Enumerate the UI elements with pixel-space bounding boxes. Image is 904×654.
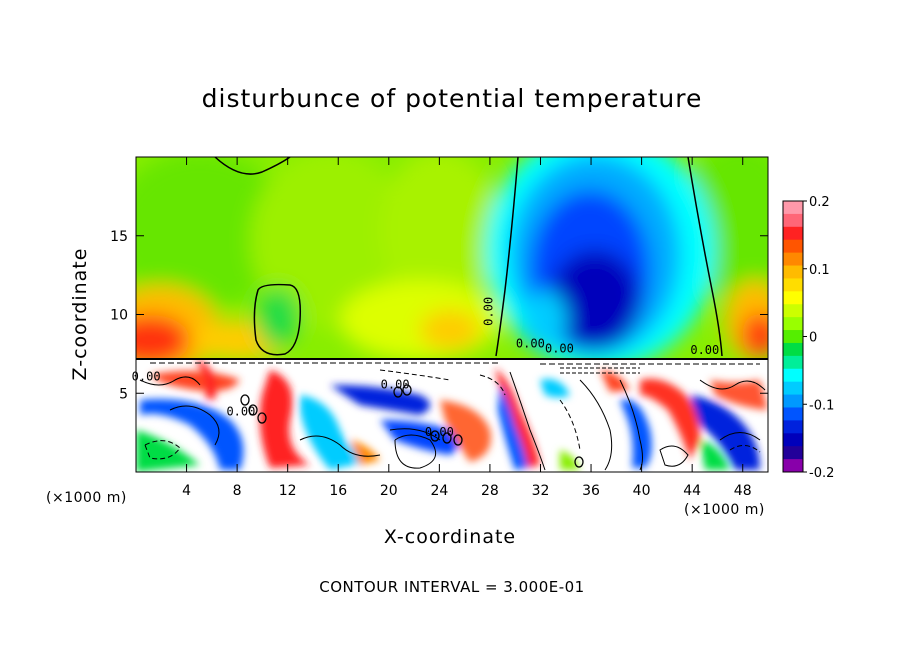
- y-axis: 5 10 15: [110, 229, 768, 402]
- y-tick-label: 15: [110, 229, 128, 245]
- y-tick-label: 5: [119, 386, 128, 402]
- contour-labels: 0.000.00 0.00 0.000.000.000.000.00: [132, 297, 720, 439]
- y-axis-label: Z-coordinate: [69, 247, 91, 381]
- colorbar-swatch: [783, 291, 803, 305]
- colorbar-swatch: [783, 252, 803, 267]
- x-tick-label: 20: [380, 483, 398, 499]
- contour-label: 0.00: [545, 341, 574, 355]
- colorbar-swatch: [783, 213, 803, 228]
- colorbar-swatch: [783, 265, 803, 279]
- colorbar-swatch: [783, 433, 803, 447]
- colorbar-swatch: [783, 317, 803, 331]
- interface-band: [136, 358, 768, 374]
- contour-interval-footer: CONTOUR INTERVAL = 3.000E-01: [319, 578, 585, 596]
- colorbar-tick-label: 0.1: [809, 263, 830, 278]
- colorbar-swatch: [783, 355, 803, 370]
- contour-label: 0.00: [690, 343, 719, 357]
- x-tick-label: 8: [233, 483, 242, 499]
- contour-label: 0.00: [516, 337, 545, 351]
- colorbar-swatch: [783, 330, 803, 344]
- x-tick-label: 40: [633, 483, 651, 499]
- x-tick-label: 16: [329, 483, 347, 499]
- colorbar-swatch: [783, 226, 803, 241]
- colorbar: 0.2 0.1 0 -0.1 -0.2: [782, 195, 834, 481]
- y-tick-label: 10: [110, 308, 128, 324]
- contour-label: 0.00: [481, 297, 495, 326]
- contour-label: 0.00: [425, 425, 454, 439]
- z-unit-label: (×1000 m): [46, 490, 127, 506]
- contour-label: 0.00: [381, 378, 410, 392]
- colorbar-swatch: [783, 407, 803, 421]
- upper-field: [136, 157, 768, 360]
- colorbar-swatch: [783, 446, 803, 460]
- x-tick-label: 44: [683, 483, 701, 499]
- x-tick-label: 4: [182, 483, 191, 499]
- colorbar-swatch: [783, 304, 803, 318]
- colorbar-tick-label: -0.2: [809, 466, 834, 481]
- x-tick-label: 32: [532, 483, 550, 499]
- x-axis-label: X-coordinate: [383, 526, 517, 548]
- colorbar-swatch: [783, 201, 803, 215]
- colorbar-swatch: [783, 459, 803, 473]
- x-tick-label: 36: [582, 483, 600, 499]
- x-unit-label: (×1000 m): [684, 502, 765, 518]
- x-tick-label: 48: [734, 483, 752, 499]
- contour-label: 0.00: [226, 404, 255, 418]
- colorbar-swatch: [783, 381, 803, 396]
- contour-label: 0.00: [132, 370, 161, 384]
- x-tick-label: 24: [430, 483, 448, 499]
- colorbar-swatch: [783, 420, 803, 434]
- x-tick-label: 12: [279, 483, 297, 499]
- colorbar-swatch: [783, 368, 803, 383]
- x-tick-label: 28: [481, 483, 499, 499]
- colorbar-swatch: [783, 342, 803, 357]
- colorbar-tick-label: -0.1: [809, 398, 834, 413]
- chart-title: disturbunce of potential temperature: [201, 84, 703, 113]
- colorbar-tick-label: 0.2: [809, 195, 830, 210]
- x-axis: 4 8 12 16 20 24 28 32 36 40 44 48: [182, 157, 752, 499]
- colorbar-swatch: [783, 239, 803, 254]
- colorbar-tick-label: 0: [809, 331, 817, 346]
- lower-field: [136, 358, 768, 472]
- colorbar-swatch: [783, 278, 803, 292]
- colorbar-swatch: [783, 394, 803, 408]
